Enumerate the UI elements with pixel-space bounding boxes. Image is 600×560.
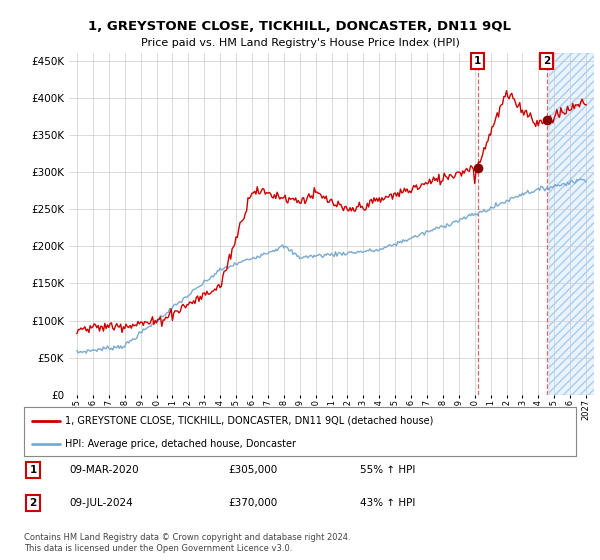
Text: £305,000: £305,000 bbox=[228, 465, 277, 475]
Bar bbox=[550, 53, 600, 395]
Text: 55% ↑ HPI: 55% ↑ HPI bbox=[360, 465, 415, 475]
Text: 1: 1 bbox=[29, 465, 37, 475]
Text: 2: 2 bbox=[543, 55, 550, 66]
Text: 09-MAR-2020: 09-MAR-2020 bbox=[69, 465, 139, 475]
Text: £370,000: £370,000 bbox=[228, 498, 277, 508]
Text: 1, GREYSTONE CLOSE, TICKHILL, DONCASTER, DN11 9QL (detached house): 1, GREYSTONE CLOSE, TICKHILL, DONCASTER,… bbox=[65, 416, 434, 426]
Text: 43% ↑ HPI: 43% ↑ HPI bbox=[360, 498, 415, 508]
Text: 1, GREYSTONE CLOSE, TICKHILL, DONCASTER, DN11 9QL: 1, GREYSTONE CLOSE, TICKHILL, DONCASTER,… bbox=[89, 20, 511, 32]
Text: 2: 2 bbox=[29, 498, 37, 508]
Text: Price paid vs. HM Land Registry's House Price Index (HPI): Price paid vs. HM Land Registry's House … bbox=[140, 38, 460, 48]
Text: Contains HM Land Registry data © Crown copyright and database right 2024.: Contains HM Land Registry data © Crown c… bbox=[24, 533, 350, 542]
Text: HPI: Average price, detached house, Doncaster: HPI: Average price, detached house, Donc… bbox=[65, 439, 296, 449]
Text: 09-JUL-2024: 09-JUL-2024 bbox=[69, 498, 133, 508]
Bar bbox=[550, 53, 600, 395]
Text: 1: 1 bbox=[474, 55, 481, 66]
Text: This data is licensed under the Open Government Licence v3.0.: This data is licensed under the Open Gov… bbox=[24, 544, 292, 553]
